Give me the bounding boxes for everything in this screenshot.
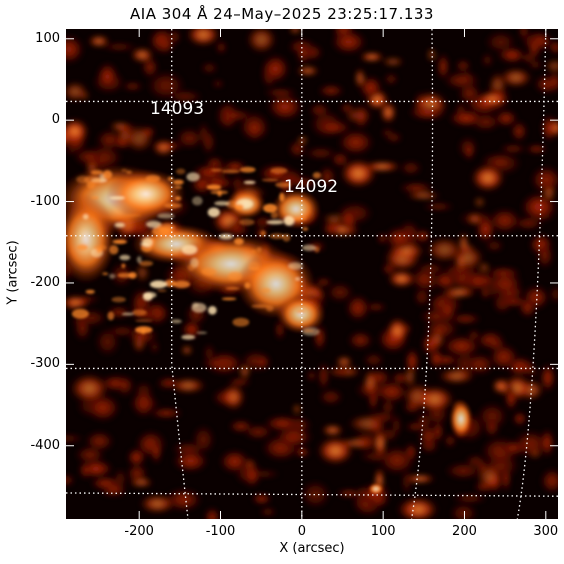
y-tick-label: -300: [30, 356, 60, 372]
x-tick-label: 200: [452, 524, 477, 539]
x-axis-title: X (arcsec): [279, 541, 345, 556]
axis-ticks: [66, 29, 558, 519]
plot-title: AIA 304 Å 24–May–2025 23:25:17.133: [130, 5, 434, 23]
x-tick-label: 100: [370, 524, 396, 539]
coordinate-grid: [66, 29, 558, 519]
active-region-label: 14092: [284, 177, 339, 197]
x-tick-label: 0: [297, 524, 306, 539]
y-tick-label: -200: [30, 274, 60, 290]
solar-image: [66, 29, 558, 519]
y-tick-label: -100: [30, 193, 60, 209]
grid-line: [516, 29, 547, 519]
y-axis-title: Y (arcsec): [5, 240, 21, 305]
x-tick-label: 300: [533, 524, 559, 539]
y-tick-label: 0: [51, 112, 60, 128]
grid-line: [66, 492, 558, 497]
x-tick-label: -100: [205, 524, 236, 539]
x-tick-label: -200: [124, 524, 154, 539]
active-region-label: 14093: [150, 99, 205, 119]
y-tick-label: 100: [35, 30, 60, 46]
y-tick-label: -400: [30, 437, 60, 453]
solar-image-panel: [66, 29, 558, 519]
watermark: SolarMonitor.org: [385, 532, 550, 556]
